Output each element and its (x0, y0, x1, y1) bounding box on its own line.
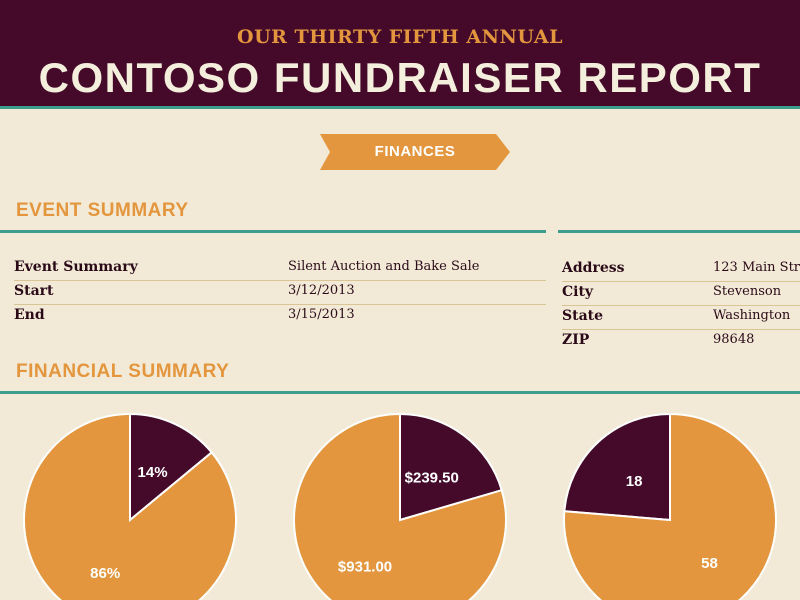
pie-slice (563, 412, 671, 522)
row-label: End (14, 307, 45, 323)
pie-data-label: 18 (626, 473, 643, 490)
pie-data-label: 14% (138, 464, 168, 481)
row-value: Stevenson (713, 284, 782, 299)
row-value: Silent Auction and Bake Sale (288, 259, 480, 274)
pie-chart-percentage: 14% 86% (23, 412, 237, 600)
event-summary-heading: EVENT SUMMARY (16, 200, 189, 221)
event-summary-rule (0, 230, 546, 233)
row-value: Washington (713, 308, 791, 323)
row-label: State (562, 308, 604, 324)
row-value: 3/15/2013 (288, 307, 355, 322)
row-label: ZIP (562, 332, 590, 348)
start-row: Start 3/12/2013 (14, 280, 546, 305)
tab-arrow-shape (320, 134, 510, 170)
pie-slice (23, 412, 237, 600)
city-row: City Stevenson (562, 281, 800, 306)
pie-chart-amount: $239.50 $931.00 (293, 412, 507, 600)
event-summary-row: Event Summary Silent Auction and Bake Sa… (14, 256, 546, 281)
report-header: OUR THIRTY FIFTH ANNUAL CONTOSO FUNDRAIS… (0, 0, 800, 106)
row-value: 123 Main Str (713, 260, 800, 275)
pie-slice (563, 412, 777, 600)
pie-slice (293, 412, 507, 600)
report-subtitle: OUR THIRTY FIFTH ANNUAL (237, 26, 563, 48)
state-row: State Washington (562, 305, 800, 330)
zip-row: ZIP 98648 (562, 329, 800, 353)
pie-slice (129, 412, 214, 523)
header-divider (0, 106, 800, 109)
address-rule (558, 230, 800, 233)
pie-data-label: $931.00 (338, 559, 392, 576)
pie-data-label: $239.50 (405, 470, 459, 487)
pie-slice (399, 412, 503, 522)
row-value: 3/12/2013 (288, 283, 355, 298)
row-label: City (562, 284, 594, 300)
row-label: Address (562, 260, 625, 276)
report-title: CONTOSO FUNDRAISER REPORT (38, 54, 762, 101)
financial-summary-rule (0, 391, 800, 394)
pie-data-label: 58 (701, 555, 718, 572)
finances-tab[interactable]: FINANCES (320, 134, 510, 170)
row-label: Event Summary (14, 259, 138, 275)
address-row: Address 123 Main Str (562, 257, 800, 282)
row-value: 98648 (713, 332, 755, 347)
pie-data-label: 86% (90, 565, 120, 582)
row-label: Start (14, 283, 54, 299)
financial-summary-heading: FINANCIAL SUMMARY (16, 361, 230, 382)
finances-tab-label: FINANCES (374, 143, 456, 160)
end-row: End 3/15/2013 (14, 304, 546, 328)
